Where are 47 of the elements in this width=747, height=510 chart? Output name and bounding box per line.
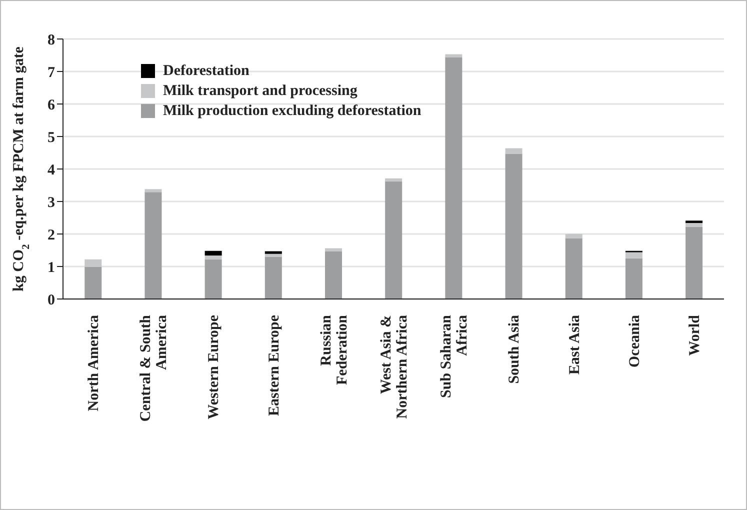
bar [385, 181, 402, 299]
bar [264, 251, 282, 254]
y-tick-label: 0 [48, 292, 55, 308]
x-tick-label: West Asia & Northern Africa [378, 314, 410, 419]
legend-label: Milk transport and processing [163, 82, 358, 100]
x-tick-label: World [686, 314, 703, 356]
bar [445, 58, 462, 299]
y-tick-label: 4 [48, 162, 56, 178]
bar [686, 222, 703, 227]
bar [625, 258, 642, 299]
x-tick-label: Central & South America [138, 314, 170, 422]
legend-label: Milk production excluding deforestation [163, 102, 422, 120]
x-tick-label: Sub Saharan Africa [438, 314, 471, 398]
bar [324, 248, 342, 252]
x-tick-label: Eastern Europe [266, 314, 282, 416]
bar [84, 266, 102, 299]
bar [264, 256, 282, 299]
y-tick-label: 6 [48, 97, 56, 114]
x-tick-label: South Asia [506, 314, 523, 384]
x-tick-label: North America [86, 314, 102, 412]
bar [324, 252, 342, 299]
bar [445, 54, 462, 58]
x-tick-label: Western Europe [206, 314, 222, 420]
y-tick-label: 5 [48, 130, 55, 146]
bar [144, 192, 162, 299]
bar [625, 252, 642, 258]
x-tick-label: Oceania [626, 314, 643, 368]
bar [144, 189, 162, 192]
legend-label: Deforestation [163, 62, 250, 80]
y-tick-label: 3 [48, 194, 55, 211]
bar [264, 254, 282, 257]
bar [505, 148, 522, 154]
bar [204, 250, 222, 256]
x-tick-label: East Asia [566, 314, 583, 375]
bar [505, 154, 522, 299]
y-tick-label: 7 [48, 64, 56, 81]
bar [204, 255, 222, 260]
bar [565, 238, 582, 299]
bar [385, 178, 402, 182]
x-tick-label: Russian Federation [318, 314, 350, 385]
y-tick-label: 1 [48, 260, 55, 276]
y-tick-label: 2 [48, 227, 55, 244]
bar [565, 234, 582, 239]
bar [686, 226, 703, 299]
y-tick-label: 8 [48, 32, 55, 48]
bar [204, 259, 222, 299]
bar [84, 259, 102, 267]
